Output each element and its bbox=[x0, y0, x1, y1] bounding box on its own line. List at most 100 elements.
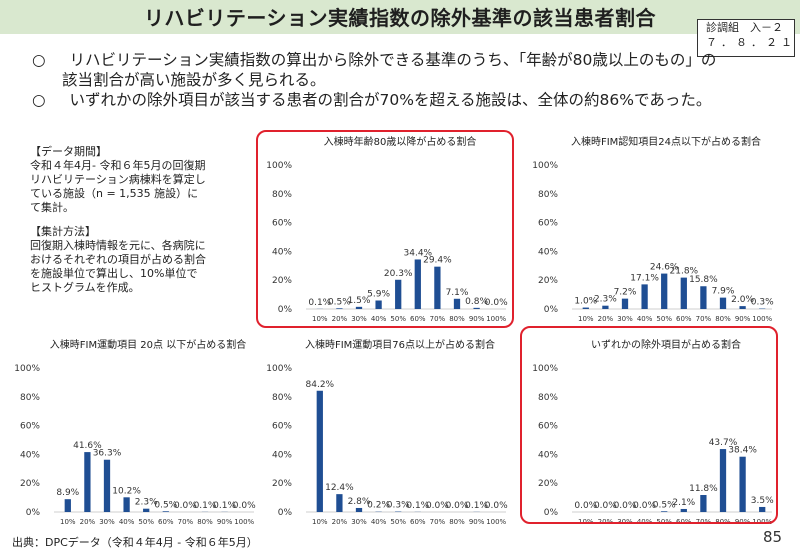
chart-age-80-plus: 入棟時年齢80歳以降が占める割合 0% 20% 40% 60% 80% 100% 0.1% 10… bbox=[262, 130, 512, 325]
summary-text-1a: リハビリテーション実績指数の算出から除外できる基準のうち、「年齢が80歳以上のも… bbox=[69, 51, 717, 69]
data-label: 0.1% bbox=[213, 501, 236, 511]
y-tick-label: 100% bbox=[266, 161, 292, 171]
title-bar bbox=[0, 0, 800, 34]
bar bbox=[395, 279, 402, 309]
bar bbox=[453, 298, 461, 309]
bar bbox=[162, 511, 169, 512]
bar bbox=[336, 308, 343, 309]
period-text-2: リハビリテーション病棟料を算定し bbox=[30, 173, 206, 186]
document-reference-box: 診調組 入－２ ７．８．２１ bbox=[697, 19, 795, 57]
chart-title: 入棟時FIM運動項目76点以上が占める割合 bbox=[305, 338, 495, 351]
bar bbox=[355, 306, 363, 309]
x-tick-label: 50% bbox=[390, 518, 406, 526]
bar bbox=[719, 297, 727, 309]
y-tick-label: 0% bbox=[278, 508, 293, 518]
y-tick-label: 40% bbox=[272, 247, 292, 257]
y-tick-label: 60% bbox=[272, 219, 292, 229]
x-tick-label: 50% bbox=[138, 518, 154, 526]
x-tick-label: 100% bbox=[486, 315, 506, 323]
data-label: 0.5% bbox=[653, 500, 676, 510]
y-tick-label: 60% bbox=[272, 422, 292, 432]
doc-ref-line-2: ７．８．２１ bbox=[706, 36, 796, 49]
y-tick-label: 20% bbox=[538, 276, 558, 286]
data-label: 0.0% bbox=[633, 501, 656, 511]
bar bbox=[680, 508, 687, 512]
y-tick-label: 20% bbox=[538, 479, 558, 489]
x-tick-label: 30% bbox=[99, 518, 115, 526]
bar bbox=[700, 286, 707, 309]
data-label: 8.9% bbox=[56, 488, 79, 498]
method-text-3: を施設単位で算出し、10%単位で bbox=[30, 267, 198, 280]
x-tick-label: 70% bbox=[430, 315, 446, 323]
x-tick-label: 90% bbox=[469, 315, 485, 323]
bar bbox=[414, 259, 421, 309]
x-tick-label: 20% bbox=[598, 315, 614, 323]
data-label: 2.3% bbox=[135, 498, 158, 508]
y-tick-label: 0% bbox=[544, 305, 559, 315]
data-label: 3.5% bbox=[751, 496, 774, 506]
data-label: 10.2% bbox=[112, 486, 141, 496]
data-label: 0.5% bbox=[154, 500, 177, 510]
data-label: 21.8% bbox=[670, 267, 699, 277]
x-tick-label: 10% bbox=[312, 518, 328, 526]
y-tick-label: 40% bbox=[538, 450, 558, 460]
data-label: 0.0% bbox=[233, 501, 256, 511]
bar bbox=[739, 306, 746, 309]
x-tick-label: 100% bbox=[234, 518, 254, 526]
y-tick-label: 20% bbox=[272, 479, 292, 489]
data-label: 20.3% bbox=[384, 269, 413, 279]
summary-line-1b: 該当割合が高い施設が多く見られる。 bbox=[32, 70, 772, 90]
bar bbox=[680, 277, 687, 309]
x-tick-label: 90% bbox=[735, 315, 751, 323]
chart-title: 入棟時FIM運動項目 20点 以下が占める割合 bbox=[50, 338, 246, 351]
x-tick-label: 50% bbox=[390, 315, 406, 323]
y-tick-label: 0% bbox=[26, 508, 41, 518]
method-text-2: おけるそれぞれの項目が占める割合 bbox=[30, 253, 206, 266]
bar bbox=[355, 507, 363, 512]
data-label: 2.1% bbox=[672, 498, 695, 508]
x-tick-label: 20% bbox=[80, 518, 96, 526]
highlight-frame-any-exclusion bbox=[520, 326, 778, 524]
y-tick-label: 80% bbox=[272, 190, 292, 200]
method-text-1: 回復期入棟時情報を元に、各病院に bbox=[30, 239, 206, 252]
data-label: 11.8% bbox=[689, 484, 718, 494]
bar bbox=[123, 497, 130, 512]
x-tick-label: 70% bbox=[696, 315, 712, 323]
data-label: 15.8% bbox=[689, 275, 718, 285]
y-tick-label: 60% bbox=[538, 219, 558, 229]
data-label: 1.0% bbox=[574, 297, 597, 307]
data-label: 0.5% bbox=[328, 297, 351, 307]
data-label: 1.5% bbox=[348, 296, 371, 306]
x-tick-label: 90% bbox=[217, 518, 233, 526]
chart-svg: 入棟時FIM運動項目76点以上が占める割合 0% 20% 40% 60% 80% 100% 8… bbox=[266, 338, 508, 526]
y-tick-label: 80% bbox=[272, 393, 292, 403]
x-tick-label: 40% bbox=[119, 518, 135, 526]
data-label: 7.9% bbox=[712, 287, 735, 297]
chart-fim-motor-76: 入棟時FIM運動項目76点以上が占める割合 0% 20% 40% 60% 80% 100% 8… bbox=[262, 333, 512, 528]
y-tick-label: 20% bbox=[272, 276, 292, 286]
chart-svg: 入棟時年齢80歳以降が占める割合 0% 20% 40% 60% 80% 100% 0.1% 10… bbox=[266, 135, 508, 323]
period-heading: 【データ期間】 bbox=[30, 145, 107, 158]
y-tick-label: 60% bbox=[538, 422, 558, 432]
chart-svg: 入棟時FIM認知項目24点以下が占める割合 0% 20% 40% 60% 80% 100% 1… bbox=[532, 135, 774, 323]
data-label: 0.0% bbox=[574, 501, 597, 511]
source-note: 出典：DPCデータ（令和４年4月 - 令和６年5月） bbox=[12, 536, 258, 549]
x-tick-label: 10% bbox=[312, 315, 328, 323]
x-tick-label: 40% bbox=[637, 315, 653, 323]
data-label: 41.6% bbox=[73, 441, 102, 451]
period-text-1: 令和４年4月- 令和６年5月の回復期 bbox=[30, 159, 206, 172]
data-label: 0.0% bbox=[485, 501, 508, 511]
data-label: 29.4% bbox=[423, 256, 452, 266]
y-tick-label: 60% bbox=[20, 422, 40, 432]
x-tick-label: 60% bbox=[158, 518, 174, 526]
x-tick-label: 30% bbox=[351, 315, 367, 323]
data-label: 0.3% bbox=[387, 501, 410, 511]
x-tick-label: 10% bbox=[60, 518, 76, 526]
x-tick-label: 100% bbox=[752, 315, 772, 323]
summary-block: ○ リハビリテーション実績指数の算出から除外できる基準のうち、「年齢が80歳以上の… bbox=[32, 50, 772, 110]
data-label: 2.8% bbox=[348, 497, 371, 507]
page-number: 85 bbox=[763, 528, 783, 546]
chart-title: 入棟時FIM認知項目24点以下が占める割合 bbox=[571, 135, 761, 148]
bar bbox=[621, 298, 629, 309]
bar bbox=[739, 456, 746, 512]
